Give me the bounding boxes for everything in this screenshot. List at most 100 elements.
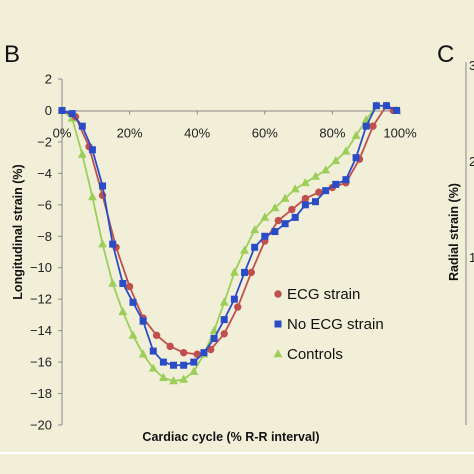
series-controls	[57, 100, 402, 385]
data-point	[78, 122, 86, 130]
y-tick-label: −18	[30, 386, 52, 401]
x-tick-group: 0% 20% 40% 60% 80% 100%	[53, 110, 417, 140]
y-tick-label: −2	[37, 134, 52, 149]
data-point	[331, 155, 341, 165]
series-line	[61, 104, 397, 382]
data-point	[230, 295, 238, 303]
data-point	[170, 361, 178, 369]
y-tick-label: −20	[30, 418, 52, 433]
panel-c-y-axis-title: Radial strain (%)	[447, 183, 461, 281]
data-point	[260, 212, 270, 221]
data-point	[139, 317, 147, 325]
y-tick-label: −12	[30, 292, 52, 307]
data-point	[179, 348, 188, 357]
data-point	[149, 347, 157, 355]
data-point	[240, 245, 249, 254]
panel-c-tick-2: 2	[469, 154, 474, 169]
data-point	[209, 325, 219, 334]
data-point	[251, 243, 259, 251]
data-point	[220, 316, 228, 324]
data-point	[158, 372, 168, 382]
legend-label: ECG strain	[287, 286, 360, 303]
legend-marker-square	[274, 320, 282, 328]
y-axis-title: Longitudinal strain (%)	[11, 164, 25, 299]
series-layer	[57, 100, 402, 385]
data-point	[312, 198, 319, 206]
data-point	[300, 177, 310, 187]
data-point	[190, 358, 198, 366]
y-tick-label: −16	[30, 355, 52, 370]
data-point	[332, 180, 340, 188]
panel-c-tick-3: 3	[469, 58, 474, 73]
data-point	[169, 376, 178, 385]
panel-letter-b: B	[4, 41, 20, 68]
data-point	[119, 279, 127, 287]
data-point	[58, 106, 66, 114]
data-point	[207, 345, 215, 354]
y-tick-label: −4	[37, 166, 52, 181]
data-point	[271, 228, 279, 236]
y-tick-label: −10	[30, 260, 52, 275]
data-point	[98, 239, 108, 248]
data-point	[219, 297, 229, 306]
data-point	[220, 330, 228, 338]
data-point	[288, 205, 296, 214]
data-point	[311, 171, 320, 180]
data-point	[125, 282, 134, 291]
data-point	[274, 216, 283, 225]
data-point	[189, 366, 199, 375]
data-point	[128, 330, 138, 339]
data-point	[159, 358, 167, 366]
data-point	[372, 102, 380, 110]
data-point	[322, 187, 330, 195]
data-point	[87, 192, 97, 201]
legend-label: No ECG strain	[287, 316, 384, 333]
data-point	[247, 268, 255, 277]
series-line	[61, 104, 397, 367]
y-tick-label: 2	[45, 72, 52, 87]
data-point	[108, 278, 118, 287]
data-point	[362, 122, 370, 130]
data-point	[382, 102, 390, 110]
data-point	[341, 146, 351, 155]
data-point	[315, 188, 323, 196]
data-point	[301, 201, 309, 209]
data-point	[250, 225, 260, 234]
x-tick-label: 80%	[319, 125, 345, 140]
data-point	[270, 203, 280, 212]
data-point	[351, 130, 361, 139]
data-point	[321, 165, 331, 174]
x-tick-label: 20%	[117, 125, 143, 140]
legend: ECG strain No ECG strain Controls	[273, 286, 384, 363]
data-point	[281, 220, 289, 228]
data-point	[109, 240, 117, 248]
y-tick-label: −6	[37, 197, 52, 212]
data-point	[118, 306, 128, 316]
data-point	[229, 267, 239, 276]
data-point	[193, 350, 201, 358]
y-tick-group: 2 0 −2 −4 −6 −8 −10 −12 −14 −16 −18 −20	[30, 72, 62, 433]
data-point	[352, 154, 360, 162]
series-no-ecg-strain	[58, 102, 401, 369]
x-tick-label: 60%	[252, 125, 278, 140]
data-point	[166, 342, 174, 351]
x-tick-label: 40%	[184, 125, 210, 140]
data-point	[210, 335, 218, 342]
data-point	[180, 361, 188, 369]
data-point	[179, 374, 189, 383]
data-point	[129, 298, 137, 306]
data-point	[280, 193, 290, 202]
y-tick-label: −14	[30, 323, 52, 338]
data-point	[138, 349, 148, 358]
data-point	[77, 149, 87, 158]
x-tick-label: 100%	[383, 125, 417, 140]
legend-marker-triangle	[273, 349, 283, 358]
x-tick-label: 0%	[53, 125, 72, 140]
data-point	[99, 182, 107, 190]
data-point	[301, 194, 310, 203]
data-point	[393, 106, 401, 114]
data-point	[261, 232, 269, 240]
data-point	[241, 268, 249, 276]
data-point	[148, 363, 158, 372]
